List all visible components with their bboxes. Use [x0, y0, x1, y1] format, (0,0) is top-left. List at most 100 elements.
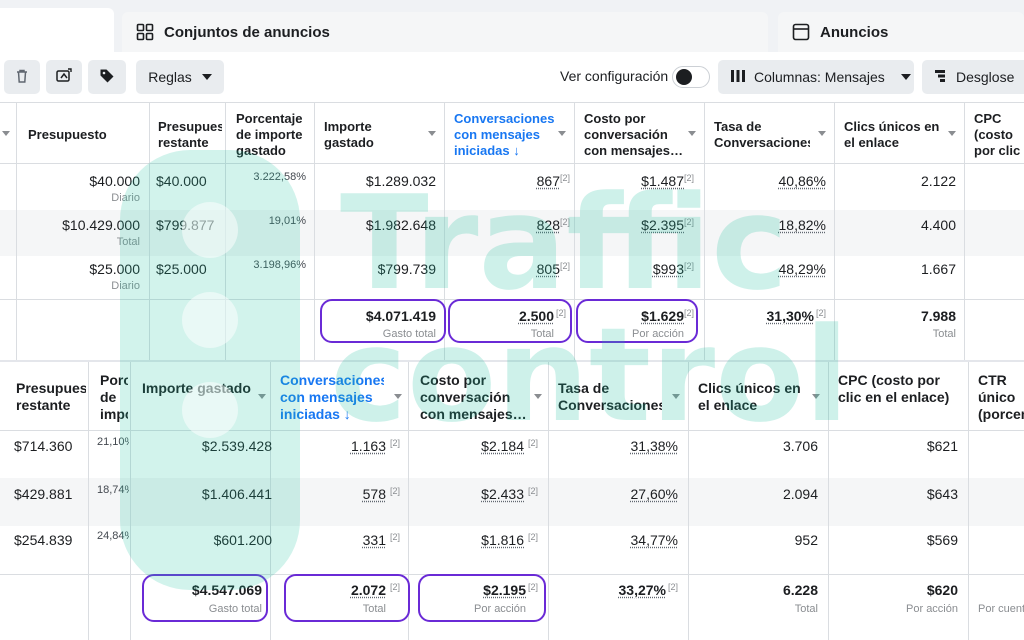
cell-clicks: 952	[795, 532, 818, 548]
cell-pct: 19,01%	[269, 215, 306, 227]
delete-button[interactable]	[4, 60, 40, 94]
highlight-box	[418, 574, 546, 622]
cell-conversations[interactable]: 331	[363, 532, 386, 548]
columns-dropdown[interactable]: Columnas: Mensajes	[718, 60, 914, 94]
cell-budget-type: Total	[117, 236, 140, 248]
cell-rate[interactable]: 40,86%	[779, 173, 826, 189]
cell-budget: $25.000	[89, 261, 140, 277]
total-clicks: 6.228	[783, 582, 818, 598]
tab-ads-label: Anuncios	[820, 24, 888, 41]
cell-rate[interactable]: 18,82%	[779, 217, 826, 233]
sort-icon[interactable]	[394, 394, 402, 399]
tab-ads[interactable]: Anuncios	[778, 12, 1024, 52]
header-budget[interactable]: Presupuesto	[28, 127, 146, 143]
cell-conversations[interactable]: 1.163	[351, 438, 386, 454]
conv-value: 828	[537, 217, 560, 233]
chevron-down-icon	[202, 74, 212, 80]
conv-value: 805	[537, 261, 560, 277]
total-rate[interactable]: 33,27%	[619, 582, 666, 598]
header-conversations[interactable]: Conversaciones con mensajes iniciadas ↓	[454, 111, 554, 159]
grid-icon	[136, 23, 154, 41]
cell-budget: $40.000	[89, 173, 140, 189]
header-conv-rate[interactable]: Tasa de Conversaciones	[558, 380, 662, 416]
highlight-box	[284, 574, 410, 622]
footnote-marker: [2]	[816, 308, 826, 318]
view-config-label: Ver configuración	[560, 68, 668, 84]
tag-button[interactable]	[88, 60, 126, 94]
sort-icon[interactable]	[818, 131, 826, 136]
view-config-toggle[interactable]	[672, 66, 710, 88]
cell-conversations[interactable]: 578	[363, 486, 386, 502]
cell-conversations[interactable]: 828	[537, 217, 560, 233]
sort-icon[interactable]	[2, 131, 10, 136]
highlight-box	[448, 299, 572, 343]
cell-spent: $799.739	[378, 261, 436, 277]
header-pct-spent[interactable]: Porcentaje de importe gastado	[236, 111, 312, 159]
sort-icon[interactable]	[672, 394, 680, 399]
total-clicks: 7.988	[921, 308, 956, 324]
chevron-down-icon	[901, 74, 911, 80]
cell-remaining: $40.000	[156, 173, 207, 189]
header-cpc[interactable]: CPC (costo por clic en el enlace)	[838, 372, 950, 424]
cell-cost[interactable]: $2.395	[641, 217, 684, 233]
cell-clicks: 2.122	[921, 173, 956, 189]
highlight-box	[320, 299, 446, 343]
duplicate-button[interactable]	[46, 60, 82, 94]
sort-icon[interactable]	[688, 131, 696, 136]
tab-bar: Conjuntos de anuncios Anuncios	[0, 0, 1024, 52]
header-remaining[interactable]: Presupuesto restante	[158, 119, 222, 153]
breakdown-dropdown[interactable]: Desglose	[922, 60, 1024, 94]
sort-icon[interactable]	[812, 394, 820, 399]
cell-cost[interactable]: $1.816	[481, 532, 524, 548]
header-pct-spent[interactable]: Porcentaje de importe gastado	[100, 372, 128, 424]
cell-cpc: $643	[927, 486, 958, 502]
tab-ad-sets[interactable]: Conjuntos de anuncios	[122, 12, 768, 52]
header-cost-per-conv[interactable]: Costo por conversación con mensajes…	[420, 372, 528, 424]
cell-pct: 18,74%	[97, 484, 129, 496]
cell-remaining: $429.881	[14, 486, 72, 502]
total-ctr-label: Por cuenta	[978, 603, 1024, 615]
cell-rate[interactable]: 48,29%	[779, 261, 826, 277]
header-ctr[interactable]: CTR único (porcentaje de clics en el enl…	[978, 372, 1024, 424]
footnote-marker: [2]	[668, 582, 678, 592]
header-unique-clicks[interactable]: Clics únicos en el enlace	[844, 119, 944, 151]
footnote-marker: [2]	[560, 217, 570, 227]
sort-icon[interactable]	[948, 131, 956, 136]
rules-dropdown[interactable]: Reglas	[136, 60, 224, 94]
highlight-box	[576, 299, 698, 343]
sort-icon[interactable]	[534, 394, 542, 399]
header-remaining[interactable]: Presupuesto restante	[16, 380, 86, 416]
header-conv-rate[interactable]: Tasa de Conversaciones	[714, 119, 810, 151]
cell-cost[interactable]: $2.184	[481, 438, 524, 454]
header-unique-clicks[interactable]: Clics únicos en el enlace	[698, 380, 808, 414]
cost-value: $1.487	[641, 173, 684, 189]
columns-icon	[730, 69, 746, 86]
cell-rate[interactable]: 31,38%	[631, 438, 678, 454]
ad-window-icon	[792, 23, 810, 41]
cell-remaining: $254.839	[14, 532, 72, 548]
cell-remaining: $714.360	[14, 438, 72, 454]
header-amount-spent[interactable]: Importe gastado	[324, 119, 420, 151]
header-cpc[interactable]: CPC (costo por clic en el enlace)	[974, 111, 1024, 159]
cell-cost[interactable]: $2.433	[481, 486, 524, 502]
header-conversations[interactable]: Conversaciones con mensajes iniciadas ↓	[280, 372, 384, 424]
cell-pct: 3.222,58%	[253, 171, 306, 183]
rules-label: Reglas	[148, 69, 192, 85]
cell-rate[interactable]: 27,60%	[631, 486, 678, 502]
cell-pct: 24,84%	[97, 530, 129, 542]
tab-campaigns[interactable]	[0, 8, 114, 52]
header-cost-per-conv[interactable]: Costo por conversación con mensajes…	[584, 111, 684, 159]
sort-icon[interactable]	[258, 394, 266, 399]
cell-pct: 21,10%	[97, 436, 129, 448]
total-clicks-label: Total	[795, 603, 818, 615]
cell-remaining: $799.877	[156, 217, 214, 233]
cell-cost[interactable]: $993	[653, 261, 684, 277]
cell-conversations[interactable]: 805	[537, 261, 560, 277]
cell-conversations[interactable]: 867	[537, 173, 560, 189]
sort-icon[interactable]	[428, 131, 436, 136]
header-amount-spent[interactable]: Importe gastado	[142, 380, 254, 397]
total-rate[interactable]: 31,30%	[767, 308, 814, 324]
cell-rate[interactable]: 34,77%	[631, 532, 678, 548]
sort-icon[interactable]	[558, 131, 566, 136]
cell-cost[interactable]: $1.487	[641, 173, 684, 189]
